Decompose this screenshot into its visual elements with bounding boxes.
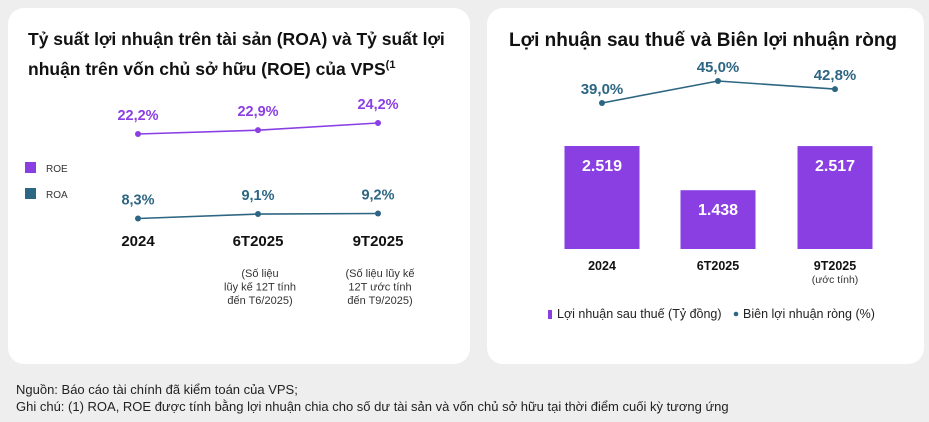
roe-point	[255, 127, 261, 134]
roa-roe-card: Tỷ suất lợi nhuận trên tài sản (ROA) và …	[8, 8, 470, 364]
roa-roe-category-note: đến T9/2025)	[347, 295, 412, 307]
roa-roe-category-note: (Số liệu lũy kế	[345, 268, 414, 280]
roa-roe-title-text: Tỷ suất lợi nhuận trên tài sản (ROA) và …	[28, 29, 445, 79]
margin-data-label: 39,0%	[581, 81, 624, 98]
roa-roe-category-note: đến T6/2025)	[227, 295, 292, 307]
roa-roe-x-tick-label: 9T2025	[353, 233, 404, 250]
margin-legend-label: Biên lợi nhuận ròng (%)	[743, 307, 875, 321]
roe-data-label: 22,9%	[237, 104, 278, 120]
margin-point	[715, 78, 721, 84]
profit-bar	[680, 190, 756, 249]
margin-series-line	[601, 80, 836, 104]
roa-data-label: 9,2%	[361, 188, 394, 204]
profit-margin-chart-title: Lợi nhuận sau thuế và Biên lợi nhuận ròn…	[509, 30, 898, 51]
margin-point	[599, 100, 605, 106]
profit-legend-label: Lợi nhuận sau thuế (Tỷ đồng)	[557, 307, 722, 321]
roa-roe-category-note: (Số liệu	[241, 268, 278, 280]
roa-point	[375, 210, 381, 217]
source-note: Nguồn: Báo cáo tài chính đã kiểm toán củ…	[16, 382, 298, 397]
margin-legend-swatch	[733, 311, 739, 317]
roe-data-label: 24,2%	[357, 97, 398, 113]
roa-roe-x-tick-label: 6T2025	[233, 233, 284, 250]
profit-x-tick-label: 9T2025	[814, 259, 856, 273]
roa-roe-x-tick-label: 2024	[121, 233, 155, 250]
roe-point	[135, 131, 141, 137]
profit-margin-combo-chart: 2.519 1.438 2.517 39,0% 45,0% 42,8% 2024 6T2025…	[548, 59, 875, 321]
margin-point	[832, 86, 838, 93]
profit-bar-label: 2.517	[815, 158, 855, 175]
footnote: Ghi chú: (1) ROA, ROE được tính bằng lợi…	[16, 399, 729, 414]
profit-x-tick-sublabel: (ước tính)	[812, 274, 859, 286]
roe-data-label: 22,2%	[117, 108, 158, 124]
profit-x-tick-label: 6T2025	[697, 259, 739, 273]
profit-bar	[797, 146, 873, 249]
roe-legend-swatch	[25, 162, 36, 173]
roa-legend-swatch	[25, 188, 36, 199]
roa-legend-label: ROA	[46, 190, 68, 201]
roe-point	[375, 120, 381, 126]
profit-bar	[564, 146, 640, 249]
profit-bar-label: 2.519	[582, 158, 622, 175]
roa-roe-chart-title: Tỷ suất lợi nhuận trên tài sản (ROA) và …	[28, 26, 458, 82]
profit-x-tick-label: 2024	[588, 259, 616, 273]
footer-notes: Nguồn: Báo cáo tài chính đã kiểm toán củ…	[16, 381, 921, 415]
profit-bar-label: 1.438	[698, 202, 738, 219]
roa-roe-category-note: lũy kế 12T tính	[224, 282, 296, 294]
roe-legend-label: ROE	[46, 164, 68, 175]
roa-roe-title-footnote: (1	[385, 59, 396, 71]
roa-data-label: 8,3%	[121, 193, 154, 209]
roa-point	[255, 211, 261, 218]
roa-point	[135, 215, 141, 222]
roa-roe-line-chart: 22,2% 22,9% 24,2% 8,3% 9,1% 9,2% ROE ROA 2024 6T2…	[25, 97, 415, 307]
roa-data-label: 9,1%	[241, 188, 274, 204]
profit-margin-card: Lợi nhuận sau thuế và Biên lợi nhuận ròn…	[487, 8, 924, 364]
margin-data-label: 42,8%	[814, 67, 857, 84]
roa-roe-category-note: 12T ước tính	[348, 282, 411, 294]
margin-data-label: 45,0%	[697, 59, 740, 76]
profit-legend-swatch	[548, 310, 552, 319]
